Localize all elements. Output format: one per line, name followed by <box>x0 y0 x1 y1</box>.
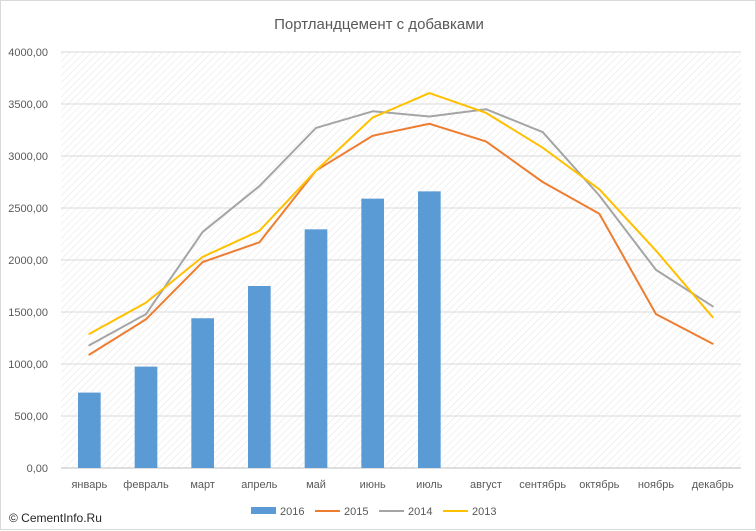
y-tick-label: 4000,00 <box>8 47 48 59</box>
line-series-layer <box>88 92 714 356</box>
bar-2016-март <box>191 318 214 468</box>
chart-title: Портландцемент с добавками <box>274 16 484 33</box>
y-tick-label: 0,00 <box>27 463 48 475</box>
x-tick-label: ноябрь <box>638 479 675 491</box>
y-tick-label: 3000,00 <box>8 151 48 163</box>
y-tick-label: 1000,00 <box>8 359 48 371</box>
x-tick-label: декабрь <box>692 479 734 491</box>
y-tick-label: 2500,00 <box>8 203 48 215</box>
bar-series-layer <box>78 191 441 469</box>
legend: 2016 2015 2014 2013 <box>251 506 496 518</box>
bar-2016-февраль <box>134 366 158 468</box>
credit-text: © CementInfo.Ru <box>9 511 102 525</box>
legend-label-2015: 2015 <box>344 506 368 518</box>
legend-label-2013: 2013 <box>472 506 496 518</box>
y-tick-label: 3500,00 <box>8 99 48 111</box>
bar-2016-январь <box>78 392 101 468</box>
x-tick-label: январь <box>71 479 107 491</box>
line-series-2014 <box>88 108 714 347</box>
y-tick-label: 2000,00 <box>8 255 48 267</box>
y-tick-label: 1500,00 <box>8 307 48 319</box>
x-tick-label: август <box>470 479 502 491</box>
x-tick-label: сентябрь <box>519 479 566 491</box>
bar-2016-май <box>304 229 328 468</box>
legend-label-2014: 2014 <box>408 506 432 518</box>
x-tick-label: февраль <box>123 479 169 491</box>
y-tick-label: 500,00 <box>14 411 48 423</box>
legend-label-2016: 2016 <box>280 506 304 518</box>
line-series-2013 <box>88 92 714 335</box>
x-tick-label: апрель <box>241 479 277 491</box>
x-tick-label: октябрь <box>579 479 619 491</box>
legend-swatch-2016 <box>251 507 276 514</box>
x-tick-label: июнь <box>360 479 386 491</box>
x-tick-label: март <box>190 479 215 491</box>
x-axis: январь февраль март апрель май июнь июль август… <box>61 467 741 491</box>
line-series-2015 <box>88 122 714 356</box>
bar-2016-июль <box>418 191 441 469</box>
y-axis: 0,00 500,00 1000,00 1500,00 2000,00 2500,00 30… <box>8 47 741 475</box>
x-tick-label: июль <box>416 479 443 491</box>
x-tick-label: май <box>306 479 326 491</box>
bar-2016-апрель <box>248 286 271 468</box>
bar-2016-июнь <box>361 198 384 468</box>
